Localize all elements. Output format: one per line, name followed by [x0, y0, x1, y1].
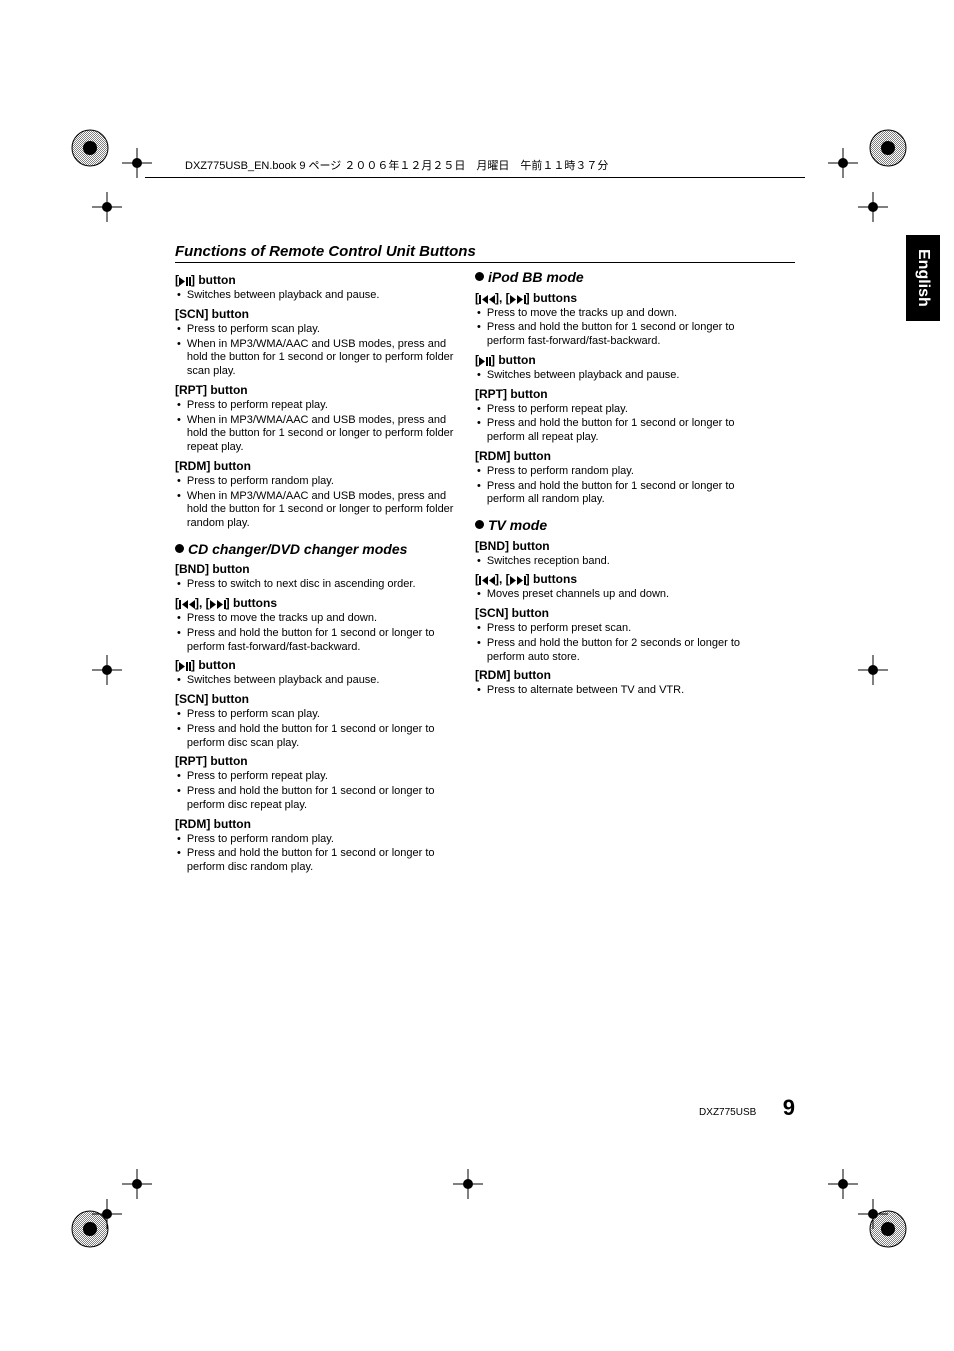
- reg-target-icon: [92, 192, 122, 222]
- bullet: Press to perform repeat play.: [175, 770, 455, 784]
- bullet: Switches between playback and pause.: [175, 289, 455, 303]
- bullet: Switches reception band.: [475, 555, 755, 569]
- bullet: When in MP3/WMA/AAC and USB modes, press…: [175, 414, 455, 455]
- reg-target-icon: [453, 1169, 483, 1199]
- rdm-button-head: [RDM] button: [175, 459, 455, 474]
- bnd-button-head: [BND] button: [475, 539, 755, 554]
- play-pause-button-head: [] button: [475, 353, 755, 368]
- section-title: Functions of Remote Control Unit Buttons: [175, 243, 795, 263]
- bullet: Press and hold the button for 1 second o…: [175, 785, 455, 813]
- rpt-button-head: [RPT] button: [175, 754, 455, 769]
- header-rule: [145, 177, 805, 178]
- page-number: 9: [783, 1095, 795, 1120]
- language-tab: English: [906, 235, 940, 321]
- right-column: iPod BB mode [], [] buttons Press to mov…: [475, 269, 755, 875]
- print-mark-tr: [868, 128, 908, 168]
- bullet: Press to perform repeat play.: [175, 399, 455, 413]
- page-footer: DXZ775USB 9: [699, 1095, 795, 1121]
- reg-target-icon: [92, 655, 122, 685]
- track-buttons-head: [], [] buttons: [475, 291, 755, 306]
- bullet: Press to perform scan play.: [175, 323, 455, 337]
- bullet: Press to perform random play.: [475, 465, 755, 479]
- cd-dvd-mode-heading: CD changer/DVD changer modes: [175, 541, 455, 559]
- rpt-button-head: [RPT] button: [175, 383, 455, 398]
- bullet: Press to move the tracks up and down.: [475, 307, 755, 321]
- reg-target-icon: [858, 192, 888, 222]
- bullet: Press and hold the button for 1 second o…: [475, 480, 755, 508]
- rdm-button-head: [RDM] button: [475, 668, 755, 683]
- bullet: Press to perform random play.: [175, 833, 455, 847]
- page-content: DXZ775USB_EN.book 9 ページ ２００６年１２月２５日 月曜日 …: [175, 145, 795, 875]
- bullet: Press and hold the button for 2 seconds …: [475, 637, 755, 665]
- ipod-mode-heading: iPod BB mode: [475, 269, 755, 287]
- scn-button-head: [SCN] button: [175, 692, 455, 707]
- bullet: Switches between playback and pause.: [175, 674, 455, 688]
- bnd-button-head: [BND] button: [175, 562, 455, 577]
- track-buttons-head: [], [] buttons: [475, 572, 755, 587]
- bullet: Press and hold the button for 1 second o…: [475, 321, 755, 349]
- bullet: Press and hold the button for 1 second o…: [175, 723, 455, 751]
- reg-target-icon: [122, 1169, 152, 1199]
- play-pause-button-head: [] button: [175, 658, 455, 673]
- bullet: Press to alternate between TV and VTR.: [475, 684, 755, 698]
- bullet: Press to move the tracks up and down.: [175, 612, 455, 626]
- scn-button-head: [SCN] button: [175, 307, 455, 322]
- reg-target-icon: [122, 148, 152, 178]
- rdm-button-head: [RDM] button: [475, 449, 755, 464]
- tv-mode-heading: TV mode: [475, 517, 755, 535]
- bullet: Switches between playback and pause.: [475, 369, 755, 383]
- source-file-header: DXZ775USB_EN.book 9 ページ ２００６年１２月２５日 月曜日 …: [185, 157, 795, 173]
- bullet: Press and hold the button for 1 second o…: [175, 627, 455, 655]
- bullet: Press to perform scan play.: [175, 708, 455, 722]
- reg-target-icon: [828, 1169, 858, 1199]
- bullet: Press and hold the button for 1 second o…: [175, 847, 455, 875]
- reg-target-icon: [828, 148, 858, 178]
- play-pause-button-head: [] button: [175, 273, 455, 288]
- bullet: Press to perform random play.: [175, 475, 455, 489]
- bullet: Press to perform preset scan.: [475, 622, 755, 636]
- reg-target-icon: [858, 1199, 888, 1229]
- rpt-button-head: [RPT] button: [475, 387, 755, 402]
- bullet: Press and hold the button for 1 second o…: [475, 417, 755, 445]
- scn-button-head: [SCN] button: [475, 606, 755, 621]
- model-label: DXZ775USB: [699, 1107, 756, 1118]
- bullet: Press to perform repeat play.: [475, 403, 755, 417]
- bullet: When in MP3/WMA/AAC and USB modes, press…: [175, 490, 455, 531]
- bullet: Moves preset channels up and down.: [475, 588, 755, 602]
- rdm-button-head: [RDM] button: [175, 817, 455, 832]
- track-buttons-head: [], [] buttons: [175, 596, 455, 611]
- reg-target-icon: [858, 655, 888, 685]
- reg-target-icon: [92, 1199, 122, 1229]
- bullet: When in MP3/WMA/AAC and USB modes, press…: [175, 338, 455, 379]
- print-mark-tl: [70, 128, 110, 168]
- bullet: Press to switch to next disc in ascendin…: [175, 578, 455, 592]
- left-column: [] button Switches between playback and …: [175, 269, 455, 875]
